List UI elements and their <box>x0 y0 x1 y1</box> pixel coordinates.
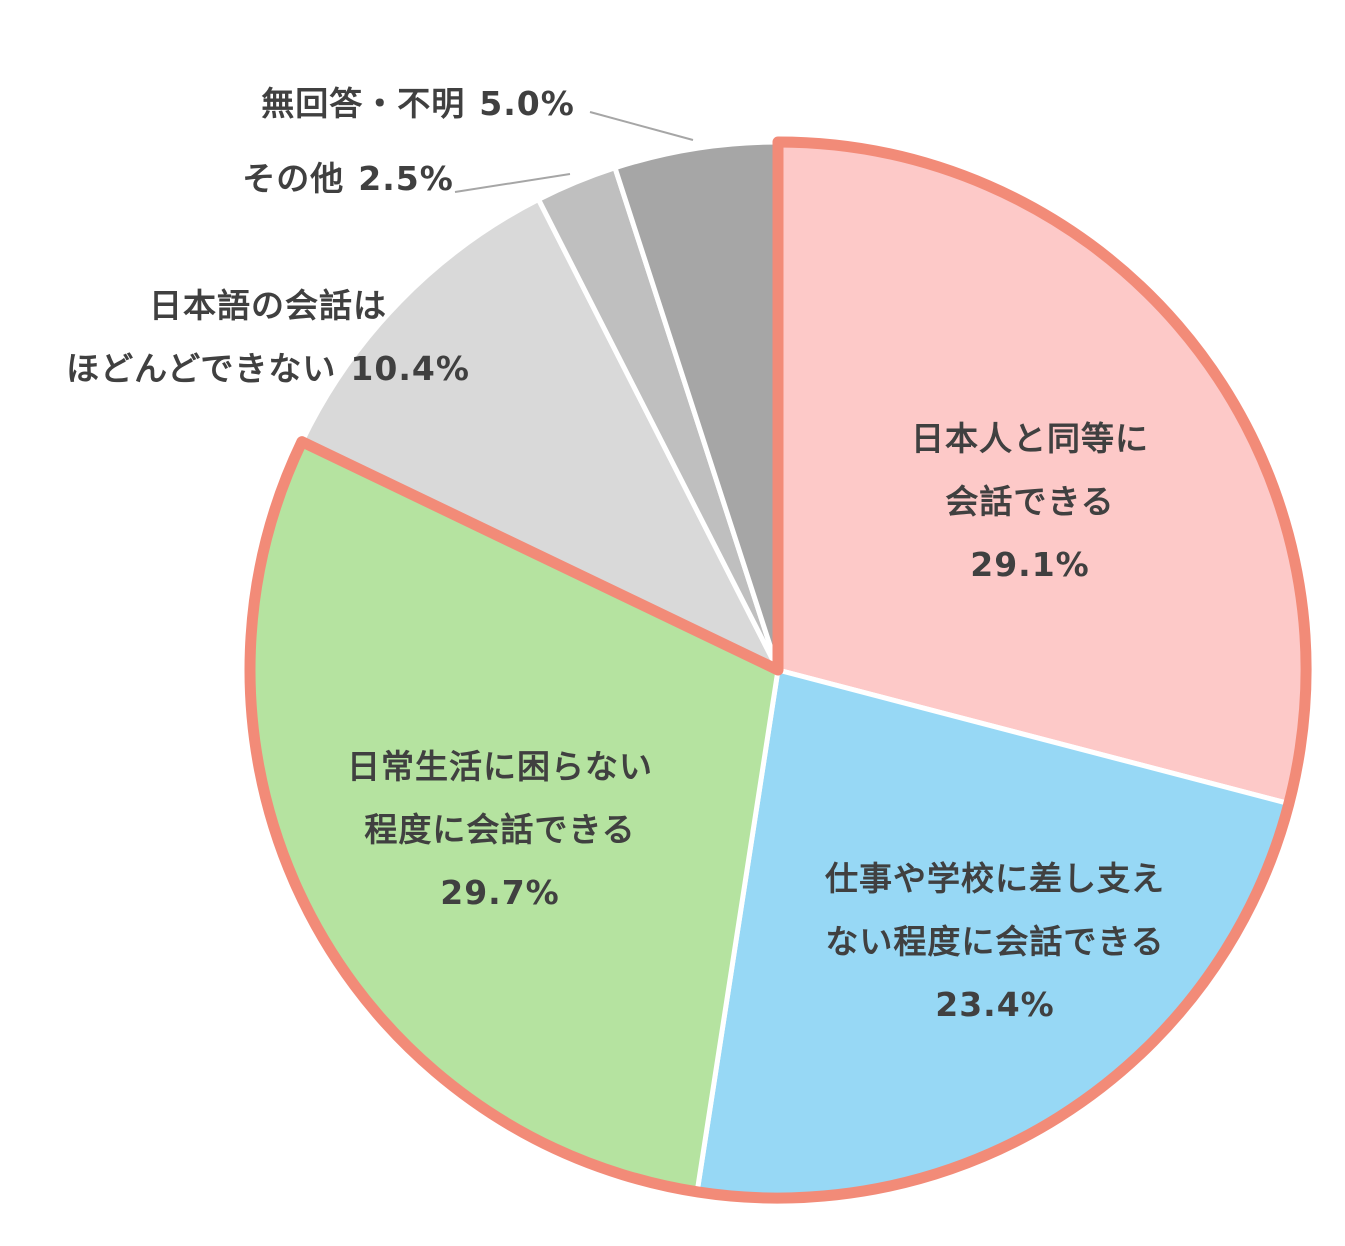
category-line: ない程度に会話できる <box>825 922 1164 961</box>
slice-label: 無回答・不明 5.0% <box>261 84 575 123</box>
value-label: 10.4% <box>350 349 470 388</box>
category-line: 日本人と同等に <box>911 419 1149 458</box>
category-label: 仕事や学校に差し支えない程度に会話できる <box>825 859 1165 961</box>
slice-label: 仕事や学校に差し支えない程度に会話できる 23.4% <box>825 859 1165 1024</box>
category-label: 日本語の会話はほどんどできない <box>66 286 387 388</box>
category-line: 無回答・不明 <box>261 84 465 123</box>
slice-label: 日本人と同等に会話できる 29.1% <box>911 419 1149 584</box>
group-outline <box>244 136 1312 1204</box>
category-line: ほどんどできない <box>66 349 336 388</box>
value-label: 23.4% <box>935 985 1055 1024</box>
category-line: 日常生活に困らない <box>347 747 653 786</box>
category-label: 日本人と同等に会話できる <box>911 419 1149 521</box>
category-line: 会話できる <box>945 482 1114 521</box>
value-label: 5.0% <box>479 84 575 123</box>
category-label: 無回答・不明 <box>261 84 465 123</box>
slice-label: その他 2.5% <box>242 159 454 198</box>
slice-label: 日本語の会話はほどんどできない 10.4% <box>66 286 470 388</box>
value-label: 29.1% <box>970 545 1090 584</box>
slice-label: 日常生活に困らない程度に会話できる 29.7% <box>347 747 653 912</box>
leader-line <box>454 173 571 193</box>
category-label: その他 <box>242 159 344 198</box>
category-label: 日常生活に困らない程度に会話できる <box>347 747 653 849</box>
category-line: 日本語の会話は <box>149 286 387 325</box>
pie-slice <box>299 196 781 673</box>
category-line: 仕事や学校に差し支え <box>825 859 1165 898</box>
value-label: 2.5% <box>358 159 454 198</box>
leader-line <box>589 111 694 141</box>
category-line: 程度に会話できる <box>364 810 635 849</box>
category-line: その他 <box>242 159 344 198</box>
value-label: 29.7% <box>440 873 560 912</box>
